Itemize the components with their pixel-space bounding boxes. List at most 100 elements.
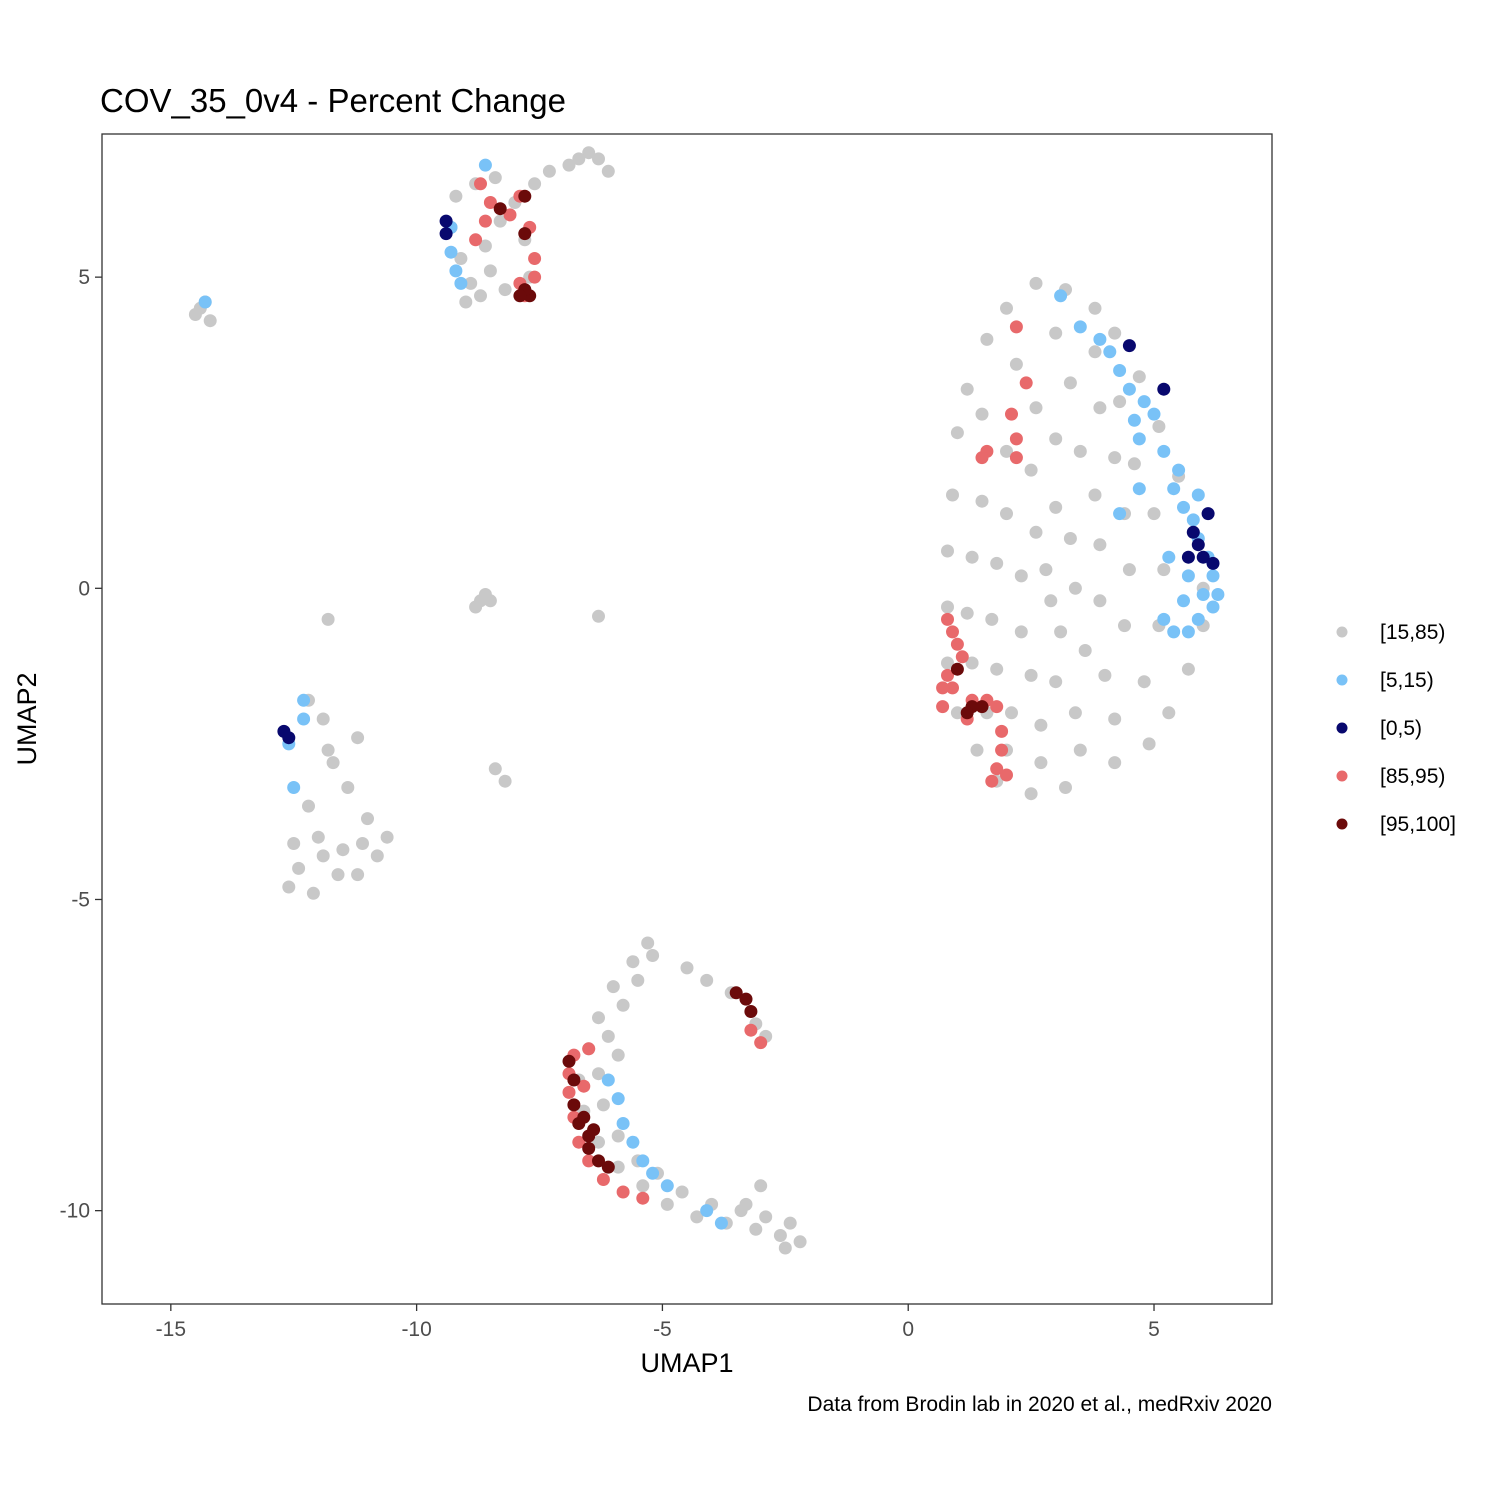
point-series-0-41 [306,886,320,900]
point-series-0-102 [1063,376,1077,390]
legend-key-3 [1336,770,1348,782]
point-series-1-13 [1103,345,1117,359]
point-series-0-158 [616,998,630,1012]
point-series-3-22 [941,668,954,682]
point-series-4-15 [582,1141,596,1155]
point-series-0-153 [680,961,694,975]
point-series-1-19 [1132,432,1146,446]
point-series-3-33 [1000,768,1013,782]
point-series-2-0 [439,214,453,228]
point-series-0-129 [1063,532,1077,545]
point-series-0-40 [282,880,296,894]
point-series-0-106 [1122,563,1136,577]
legend-key-2 [1336,722,1348,734]
point-series-1-4 [454,276,468,290]
point-series-0-126 [1014,569,1028,583]
point-series-0-148 [773,1229,787,1242]
point-series-3-45 [577,1079,591,1093]
point-series-3-23 [946,681,959,695]
point-series-3-6 [469,233,483,247]
point-series-1-47 [660,1179,674,1193]
point-series-1-27 [1206,569,1220,583]
point-series-0-30 [321,612,335,626]
point-series-2-7 [1201,507,1215,521]
point-series-0-168 [631,973,645,987]
point-series-0-52 [336,843,350,857]
point-series-0-42 [331,868,345,882]
x-axis: -15 -10 -5 0 5 [156,1304,1160,1341]
point-series-0-50 [287,837,301,850]
point-series-0-100 [1000,444,1013,458]
point-series-0-13 [478,239,492,253]
point-series-4-10 [562,1054,576,1068]
point-series-0-31 [592,609,605,623]
point-series-0-122 [1078,644,1092,657]
y-tick-label-2: 0 [78,577,90,600]
point-series-1-46 [646,1166,660,1180]
point-series-1-36 [1113,507,1127,521]
legend-label-2: [0,5) [1380,717,1422,740]
point-series-0-127 [1029,525,1043,539]
point-series-1-29 [1206,600,1220,614]
point-series-0-81 [975,407,989,421]
point-series-0-21 [562,158,576,172]
point-series-4-5 [513,289,527,303]
point-series-0-57 [1000,301,1013,315]
point-series-0-12 [464,276,478,290]
legend-label-3: [85,95) [1380,765,1445,788]
point-series-2-9 [1206,556,1220,570]
point-series-0-37 [302,799,315,813]
point-series-3-43 [636,1191,650,1205]
point-series-0-4 [449,189,463,203]
point-series-3-14 [1009,432,1023,446]
point-series-0-151 [759,1210,773,1224]
x-tick-label-4: 5 [1148,1318,1160,1341]
point-series-0-97 [960,606,974,620]
point-series-1-9 [287,781,301,794]
point-series-1-15 [1122,382,1136,396]
point-series-4-16 [592,1154,605,1168]
point-series-3-16 [975,451,989,465]
point-series-0-15 [483,264,497,278]
y-tick-label-3: 5 [78,266,90,289]
point-series-0-38 [311,830,325,844]
point-series-1-34 [1162,550,1176,564]
point-series-3-30 [995,724,1009,738]
point-series-0-48 [351,731,365,745]
point-series-0-91 [1108,712,1122,726]
point-series-4-6 [950,662,964,676]
point-series-0-147 [749,1222,763,1236]
point-series-0-115 [1000,507,1013,521]
point-series-0-107 [1118,619,1131,633]
point-series-3-17 [1009,451,1023,465]
point-series-3-24 [936,681,950,695]
point-series-1-2 [444,245,458,259]
point-series-1-17 [1147,407,1161,421]
point-series-0-172 [646,949,660,962]
point-series-0-135 [626,955,640,969]
point-series-0-49 [326,756,340,770]
legend-key-0 [1336,626,1348,638]
point-series-0-83 [1049,326,1063,340]
point-series-0-123 [1049,675,1063,689]
point-series-0-79 [941,544,954,558]
point-series-1-11 [1073,320,1087,334]
point-series-0-109 [1068,706,1082,720]
y-tick-label-0: -10 [60,1200,90,1223]
point-series-0-88 [1157,563,1171,577]
point-series-1-39 [1181,569,1195,583]
point-series-0-29 [478,588,492,601]
point-series-1-0 [198,295,212,309]
point-series-0-54 [950,426,964,440]
point-series-1-38 [1196,588,1210,601]
point-series-3-39 [572,1135,586,1149]
point-series-1-43 [616,1117,630,1130]
point-series-0-60 [1088,301,1102,315]
point-series-0-165 [675,1185,689,1199]
legend-label-0: [15,85) [1380,621,1445,644]
x-tick-label-1: -10 [401,1318,431,1341]
point-series-0-84 [1088,345,1102,359]
point-series-3-44 [582,1042,596,1056]
point-series-1-20 [1157,444,1171,458]
